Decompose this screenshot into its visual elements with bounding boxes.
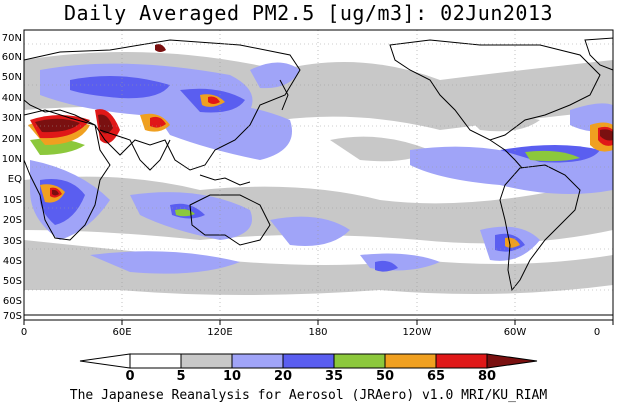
colorbar-max-arrow	[486, 353, 538, 369]
lat-label-20n: 20N	[1, 134, 22, 145]
colorbar	[79, 353, 538, 369]
lat-label-10s: 10S	[2, 195, 22, 206]
lat-label-60n: 60N	[1, 52, 22, 63]
colorbar-bin-80	[435, 353, 488, 369]
lon-label-60e: 60E	[112, 327, 132, 338]
lat-label-70s: 70S	[2, 311, 22, 322]
lon-label-0: 0	[20, 327, 28, 338]
colorbar-label-65: 65	[426, 369, 446, 384]
colorbar-label-5: 5	[176, 369, 186, 384]
lon-label-180: 180	[308, 327, 328, 338]
lat-label-10n: 10N	[1, 154, 22, 165]
lon-label-60w: 60W	[503, 327, 527, 338]
graticule	[24, 30, 613, 320]
page-title: Daily Averaged PM2.5 [ug/m3]: 02Jun2013	[63, 1, 554, 25]
colorbar-bin-35	[282, 353, 335, 369]
lat-label-30s: 30S	[2, 236, 22, 247]
colorbar-min-arrow	[79, 353, 131, 369]
lon-label-120e: 120E	[207, 327, 233, 338]
lat-label-70n: 70N	[1, 33, 22, 44]
lat-label-30n: 30N	[1, 113, 22, 124]
lat-label-50n: 50N	[1, 72, 22, 83]
colorbar-bin-20	[231, 353, 284, 369]
lat-label-50s: 50S	[2, 276, 22, 287]
colorbar-label-80: 80	[477, 369, 497, 384]
lat-label-eq: EQ	[7, 174, 22, 185]
lat-label-20s: 20S	[2, 215, 22, 226]
colorbar-bin-50	[333, 353, 386, 369]
credit-line: The Japanese Reanalysis for Aerosol (JRA…	[69, 388, 548, 403]
lon-label-120w: 120W	[402, 327, 432, 338]
lat-label-60s: 60S	[2, 296, 22, 307]
colorbar-label-50: 50	[375, 369, 395, 384]
lat-label-40s: 40S	[2, 256, 22, 267]
colorbar-label-35: 35	[324, 369, 344, 384]
axis-ticks	[23, 320, 614, 325]
lon-label-0-east: 0	[593, 327, 601, 338]
colorbar-bin-65	[384, 353, 437, 369]
colorbar-bin-5	[129, 353, 182, 369]
pm25-field-darkred	[35, 44, 613, 196]
colorbar-bin-10	[180, 353, 233, 369]
colorbar-label-20: 20	[273, 369, 293, 384]
colorbar-label-10: 10	[222, 369, 242, 384]
lat-label-40n: 40N	[1, 93, 22, 104]
colorbar-label-0: 0	[125, 369, 135, 384]
